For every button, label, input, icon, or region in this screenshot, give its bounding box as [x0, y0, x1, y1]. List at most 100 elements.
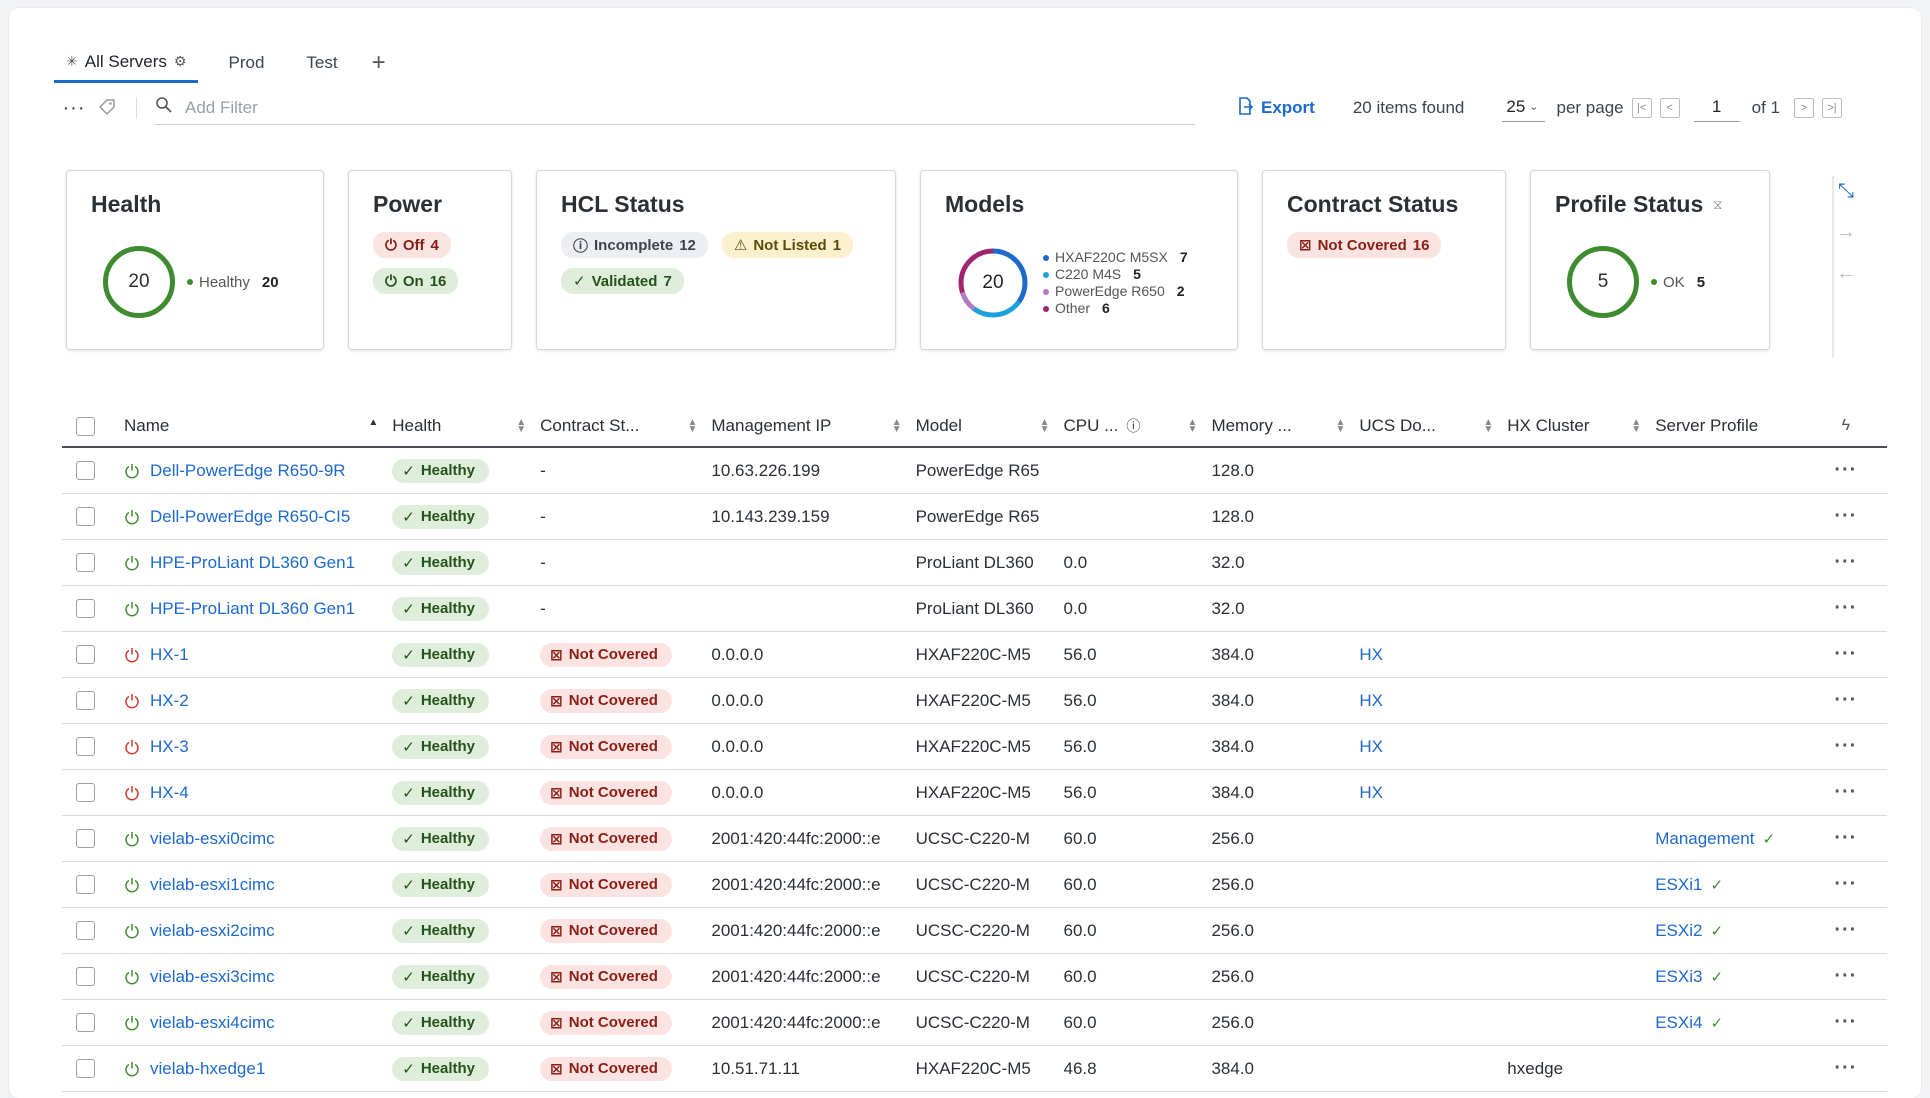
server-profile-link[interactable]: Management: [1655, 828, 1755, 848]
profile-status-widget[interactable]: Profile Status ⧖ 5 OK 5: [1530, 170, 1770, 350]
table-row[interactable]: vielab-esxi0cimc ✓ Healthy ⊠ Not Covered 2001…: [62, 816, 1887, 862]
server-name-link[interactable]: HX-4: [149, 782, 189, 802]
add-filter-input[interactable]: [185, 97, 1085, 118]
row-checkbox[interactable]: [76, 783, 95, 802]
more-actions-icon[interactable]: ···: [1834, 965, 1858, 987]
more-actions-icon[interactable]: ···: [62, 96, 86, 119]
table-row[interactable]: HPE-ProLiant DL360 Gen1 ✓ Healthy - ProLiant…: [62, 540, 1887, 586]
table-row[interactable]: HX-4 ✓ Healthy ⊠ Not Covered 0.0.0.0 HXAF220C-…: [62, 770, 1887, 816]
more-actions-icon[interactable]: ···: [1834, 643, 1858, 665]
row-checkbox[interactable]: [76, 921, 95, 940]
server-name-link[interactable]: HPE-ProLiant DL360 Gen1: [149, 598, 356, 618]
hcl-not-listed-badge[interactable]: ⚠ Not Listed 1: [721, 232, 854, 258]
table-row[interactable]: HX-1 ✓ Healthy ⊠ Not Covered 0.0.0.0 HXAF220C-…: [62, 632, 1887, 678]
server-name-link[interactable]: vielab-esxi3cimc: [149, 966, 275, 986]
models-widget[interactable]: Models 20 HXAF220C M5SX 7: [920, 170, 1238, 350]
row-checkbox[interactable]: [76, 645, 95, 664]
first-page-icon[interactable]: |<: [1631, 98, 1652, 118]
sort-icon[interactable]: ▲ ▼: [1039, 417, 1050, 435]
sort-icon[interactable]: ▲ ▼: [687, 417, 698, 435]
server-name-link[interactable]: vielab-hxedge1: [149, 1058, 266, 1078]
more-actions-icon[interactable]: ···: [1834, 735, 1858, 757]
tag-icon[interactable]: [94, 97, 120, 119]
row-checkbox[interactable]: [76, 875, 95, 894]
more-actions-icon[interactable]: ···: [1834, 1011, 1858, 1033]
server-profile-link[interactable]: ESXi1: [1655, 874, 1703, 894]
arrow-right-icon[interactable]: →: [1836, 221, 1856, 243]
column-header-contract[interactable]: Contract St... ▲ ▼: [540, 405, 711, 447]
row-checkbox[interactable]: [76, 737, 95, 756]
row-checkbox[interactable]: [76, 553, 95, 572]
table-row[interactable]: HPE-ProLiant DL360 Gen1 ✓ Healthy - ProLiant…: [62, 586, 1887, 632]
table-row[interactable]: vielab-esxi2cimc ✓ Healthy ⊠ Not Covered 2001…: [62, 908, 1887, 954]
add-tab-button[interactable]: +: [371, 49, 386, 76]
more-actions-icon[interactable]: ···: [1834, 1057, 1858, 1079]
server-name-link[interactable]: HX-3: [149, 736, 189, 756]
power-off-badge[interactable]: ⏻ Off 4: [373, 232, 451, 258]
export-button[interactable]: Export: [1237, 96, 1315, 120]
power-widget[interactable]: Power ⏻ Off 4 ⏻ On 16: [348, 170, 512, 350]
sort-icon[interactable]: ▲: [368, 417, 379, 428]
table-row[interactable]: Dell-PowerEdge R650-9R ✓ Healthy - 10.63.226…: [62, 448, 1887, 494]
server-profile-link[interactable]: ESXi4: [1655, 1012, 1703, 1032]
server-profile-link[interactable]: ESXi2: [1655, 920, 1703, 940]
lightning-icon[interactable]: ϟ: [1841, 417, 1851, 434]
column-header-cpu[interactable]: CPU ... ⓘ ▲ ▼: [1064, 405, 1212, 447]
collapse-icon[interactable]: ⤡: [1838, 180, 1854, 202]
sort-icon[interactable]: ▲ ▼: [516, 417, 527, 435]
ucs-domain-link[interactable]: HX: [1359, 782, 1383, 802]
server-name-link[interactable]: Dell-PowerEdge R650-9R: [149, 460, 346, 480]
prev-page-icon[interactable]: <: [1659, 98, 1680, 118]
table-row[interactable]: vielab-esxi3cimc ✓ Healthy ⊠ Not Covered 2001…: [62, 954, 1887, 1000]
more-actions-icon[interactable]: ···: [1834, 827, 1858, 849]
gear-icon[interactable]: ⚙: [173, 53, 187, 69]
table-row[interactable]: Dell-PowerEdge R650-CI5 ✓ Healthy - 10.143.2…: [62, 494, 1887, 540]
row-checkbox[interactable]: [76, 1013, 95, 1032]
table-row[interactable]: vielab-esxi4cimc ✓ Healthy ⊠ Not Covered 2001…: [62, 1000, 1887, 1046]
server-name-link[interactable]: vielab-esxi0cimc: [149, 828, 275, 848]
info-icon[interactable]: ⓘ: [1126, 418, 1141, 434]
hcl-incomplete-badge[interactable]: ⓘ Incomplete 12: [561, 232, 708, 258]
table-row[interactable]: HX-3 ✓ Healthy ⊠ Not Covered 0.0.0.0 HXAF220C-…: [62, 724, 1887, 770]
tab-all-servers[interactable]: ✳ All Servers ⚙: [54, 43, 199, 83]
table-row[interactable]: vielab-esxi1cimc ✓ Healthy ⊠ Not Covered 2001…: [62, 862, 1887, 908]
sort-icon[interactable]: ▲ ▼: [1335, 417, 1346, 435]
row-checkbox[interactable]: [76, 1059, 95, 1078]
filter-icon[interactable]: ⧖: [1713, 196, 1723, 212]
last-page-icon[interactable]: >|: [1821, 98, 1842, 118]
server-name-link[interactable]: vielab-esxi2cimc: [149, 920, 275, 940]
more-actions-icon[interactable]: ···: [1834, 459, 1858, 481]
sort-icon[interactable]: ▲ ▼: [1483, 417, 1494, 435]
column-header-management-ip[interactable]: Management IP ▲ ▼: [711, 405, 915, 447]
column-header-server-profile[interactable]: Server Profile: [1655, 405, 1818, 447]
hcl-validated-badge[interactable]: ✓ Validated 7: [561, 268, 684, 294]
row-checkbox[interactable]: [76, 507, 95, 526]
server-name-link[interactable]: HPE-ProLiant DL360 Gen1: [149, 552, 356, 572]
page-number-input[interactable]: 1: [1693, 95, 1740, 122]
server-name-link[interactable]: HX-1: [149, 644, 189, 664]
power-on-badge[interactable]: ⏻ On 16: [373, 268, 459, 294]
row-checkbox[interactable]: [76, 691, 95, 710]
row-checkbox[interactable]: [76, 599, 95, 618]
sort-icon[interactable]: ▲ ▼: [1187, 417, 1198, 435]
next-page-icon[interactable]: >: [1793, 98, 1814, 118]
server-name-link[interactable]: vielab-esxi4cimc: [149, 1012, 275, 1032]
sort-icon[interactable]: ▲ ▼: [891, 417, 902, 435]
more-actions-icon[interactable]: ···: [1834, 597, 1858, 619]
row-checkbox[interactable]: [76, 461, 95, 480]
arrow-left-icon[interactable]: ←: [1836, 262, 1856, 284]
server-name-link[interactable]: Dell-PowerEdge R650-CI5: [149, 506, 351, 526]
row-checkbox[interactable]: [76, 829, 95, 848]
column-header-name[interactable]: Name ▲: [124, 405, 392, 447]
column-header-memory[interactable]: Memory ... ▲ ▼: [1211, 405, 1359, 447]
health-widget[interactable]: Health 20 Healthy 20: [66, 170, 324, 350]
more-actions-icon[interactable]: ···: [1834, 689, 1858, 711]
column-header-model[interactable]: Model ▲ ▼: [916, 405, 1064, 447]
more-actions-icon[interactable]: ···: [1834, 873, 1858, 895]
more-actions-icon[interactable]: ···: [1834, 919, 1858, 941]
more-actions-icon[interactable]: ···: [1834, 551, 1858, 573]
server-profile-link[interactable]: ESXi3: [1655, 966, 1703, 986]
column-header-hx-cluster[interactable]: HX Cluster ▲ ▼: [1507, 405, 1655, 447]
select-all-checkbox[interactable]: [76, 416, 95, 436]
column-header-health[interactable]: Health ▲ ▼: [392, 405, 540, 447]
